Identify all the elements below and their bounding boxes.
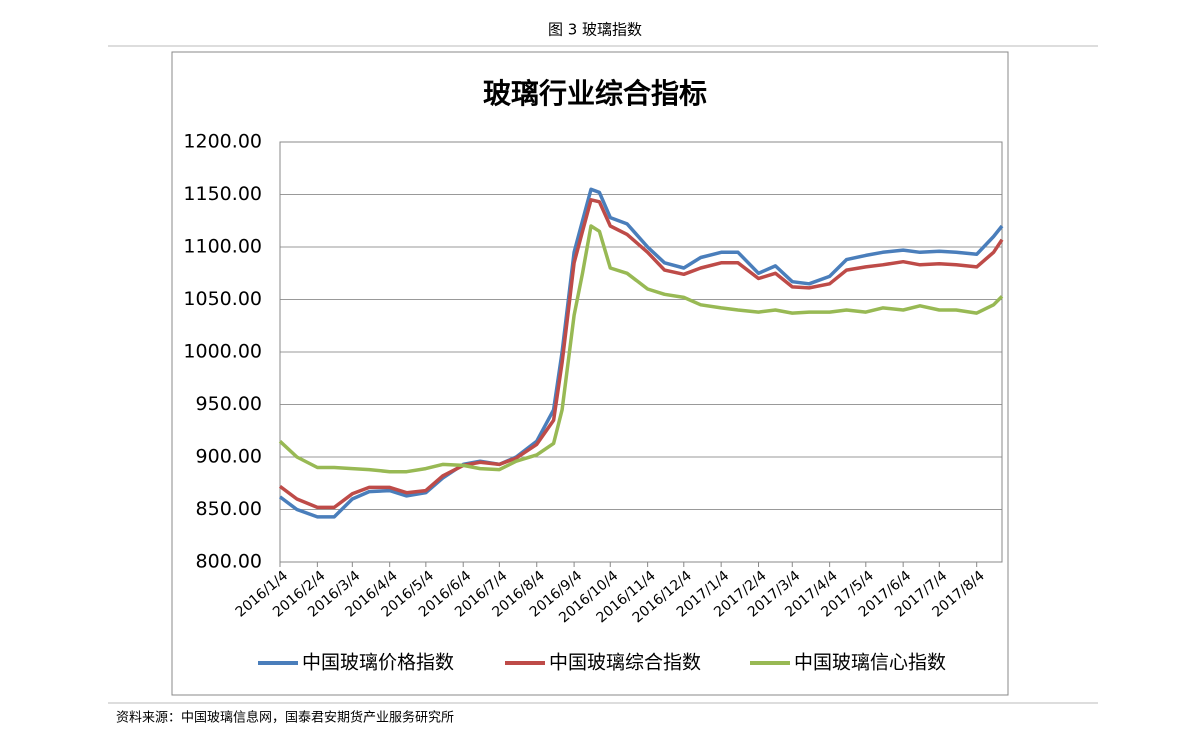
source-note: 资料来源：中国玻璃信息网，国泰君安期货产业服务研究所 [116,710,454,726]
figure-caption: 图 3 玻璃指数 [548,21,642,39]
chart-title: 玻璃行业综合指标 [483,77,707,110]
legend-label: 中国玻璃综合指数 [549,652,701,674]
y-tick-label: 1000.00 [183,341,262,363]
legend-label: 中国玻璃价格指数 [302,652,454,674]
y-tick-label: 900.00 [196,446,262,468]
y-tick-label: 950.00 [196,393,262,415]
y-tick-label: 850.00 [196,498,262,520]
series-line [278,224,1004,474]
series-line [278,198,1004,510]
y-tick-label: 800.00 [196,551,262,573]
chart-frame [171,51,1009,696]
series-line [278,187,1004,519]
y-tick-label: 1050.00 [183,288,262,310]
y-tick-label: 1150.00 [183,183,262,205]
legend-label: 中国玻璃信心指数 [794,652,946,674]
plot-area [279,141,1003,563]
y-tick-label: 1100.00 [183,236,262,258]
y-tick-label: 1200.00 [183,131,262,153]
